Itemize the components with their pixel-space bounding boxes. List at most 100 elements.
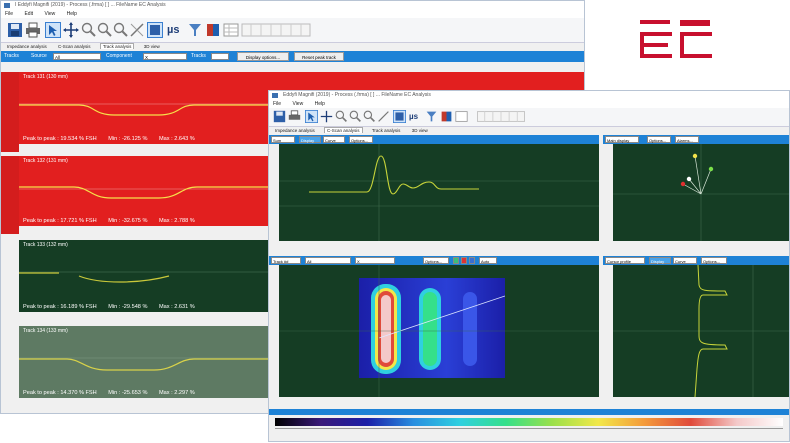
y-axis (1, 72, 19, 152)
min-value: Min : -25.653 % (108, 390, 148, 396)
tab-row: Impedance analysis C-Scan analysis Track… (1, 43, 584, 51)
peak-to-peak-value: Peak to peak : 17.721 % FSH (23, 218, 97, 224)
pointer-icon[interactable] (305, 110, 318, 123)
track-stats: Peak to peak : 19.534 % FSH Min : -26.12… (23, 136, 205, 142)
menu-view[interactable]: View (292, 101, 304, 107)
layout-icon[interactable] (393, 110, 406, 123)
options-button[interactable]: Options... (647, 136, 671, 143)
curve-select[interactable]: Curve (673, 257, 697, 264)
main-toolbar: µs (269, 108, 789, 127)
measure-icon[interactable] (129, 22, 145, 38)
zoom-fit-icon[interactable] (363, 110, 376, 123)
zoom-in-icon[interactable] (81, 22, 97, 38)
tab-3d-view[interactable]: 3D view (143, 44, 160, 49)
component-select[interactable]: X (355, 257, 395, 264)
menu-edit[interactable]: Edit (24, 11, 34, 17)
cursor-profile-panel: Cursor profile Display Curve Options... (603, 256, 789, 406)
table-icon[interactable] (223, 22, 239, 38)
zoom-fit-icon[interactable] (113, 22, 129, 38)
tab-cscan[interactable]: C-Scan analysis (58, 44, 91, 49)
strip-chart-panel: Sum Display Curve Options... (269, 135, 599, 250)
table-icon[interactable] (455, 110, 468, 123)
palette-green-button[interactable] (453, 257, 459, 264)
y-axis (603, 144, 613, 250)
zoom-in-icon[interactable] (335, 110, 348, 123)
track-options-strip: Tracks Source All Component X Tracks Dis… (1, 51, 584, 62)
cursor-profile-select[interactable]: Cursor profile (605, 257, 645, 264)
component-select[interactable]: X (143, 53, 187, 60)
options-button[interactable]: Options... (423, 257, 449, 264)
curve-select[interactable]: Curve (323, 136, 345, 143)
cursor-profile-plot (613, 265, 789, 397)
window-title-bar: Eddyfi Magnifi (2019) - Process (.frma) … (269, 91, 789, 100)
track-select[interactable]: Track ## (271, 257, 301, 264)
source-label: Source (31, 53, 47, 59)
panel-header: Sum Display Curve Options... (269, 135, 599, 144)
component-label: Component (106, 53, 132, 59)
peak-to-peak-value: Peak to peak : 19.534 % FSH (23, 136, 97, 142)
palette-icon[interactable] (440, 110, 453, 123)
source-select[interactable]: All (305, 257, 351, 264)
microsecond-icon[interactable]: µs (409, 112, 419, 121)
grid-icon[interactable] (241, 22, 311, 38)
menu-view[interactable]: View (44, 11, 56, 17)
save-icon[interactable] (273, 110, 286, 123)
tab-3d-view[interactable]: 3D view (411, 128, 428, 133)
microsecond-icon[interactable]: µs (167, 24, 180, 36)
min-value: Min : -29.548 % (108, 304, 148, 310)
menu-help[interactable]: Help (66, 11, 77, 17)
ec-analysis-window: Eddyfi Magnifi (2019) - Process (.frma) … (268, 90, 790, 442)
min-value: Min : -32.675 % (108, 218, 148, 224)
zoom-out-icon[interactable] (97, 22, 113, 38)
auto-button[interactable]: Auto (479, 257, 497, 264)
filter-icon[interactable] (187, 22, 203, 38)
print-icon[interactable] (25, 22, 41, 38)
options-button[interactable]: Options... (349, 136, 373, 143)
menu-bar: File View Help (269, 100, 789, 108)
palette-icon[interactable] (205, 22, 221, 38)
min-value: Min : -26.125 % (108, 136, 148, 142)
layout-icon[interactable] (147, 22, 163, 38)
filter-icon[interactable] (425, 110, 438, 123)
palette-red-button[interactable] (461, 257, 467, 264)
max-value: Max : 2.788 % (159, 218, 195, 224)
panel-header: Cursor profile Display Curve Options... (603, 256, 789, 265)
measure-icon[interactable] (377, 110, 390, 123)
palette-blue-button[interactable] (469, 257, 475, 264)
save-icon[interactable] (7, 22, 23, 38)
max-value: Max : 2.631 % (159, 304, 195, 310)
colorbar-panel (269, 409, 789, 441)
menu-file[interactable]: File (273, 101, 282, 107)
max-value: Max : 2.297 % (159, 390, 195, 396)
grid-icon[interactable] (471, 110, 531, 123)
y-axis (1, 326, 19, 406)
sum-select[interactable]: Sum (271, 136, 295, 143)
move-icon[interactable] (320, 110, 333, 123)
track-title: Track 131 (130 mm) (23, 74, 68, 80)
peak-to-peak-value: Peak to peak : 16.189 % FSH (23, 304, 97, 310)
tab-row: Impedance analysis C-Scan analysis Track… (269, 127, 789, 135)
menu-file[interactable]: File (5, 11, 14, 17)
pointer-icon[interactable] (45, 22, 61, 38)
tab-track-analysis[interactable]: Track analysis (371, 128, 401, 133)
display-toggle[interactable]: Display (299, 136, 321, 143)
alarms-button[interactable]: Alarms... (675, 136, 699, 143)
zoom-out-icon[interactable] (349, 110, 362, 123)
move-icon[interactable] (63, 22, 79, 38)
main-display-select[interactable]: Main display (605, 136, 639, 143)
tab-track-analysis[interactable]: Track analysis (99, 43, 135, 49)
display-options-button[interactable]: Display options... (237, 52, 289, 61)
tab-cscan[interactable]: C-Scan analysis (324, 127, 363, 133)
menu-help[interactable]: Help (314, 101, 325, 107)
strip-chart-plot (279, 144, 599, 241)
tab-impedance[interactable]: Impedance analysis (275, 128, 315, 133)
max-value: Max : 2.643 % (159, 136, 195, 142)
reset-peak-track-button[interactable]: Reset peak track (294, 52, 344, 61)
options-button[interactable]: Options... (701, 257, 727, 264)
window-title-bar: I Eddyfi Magnifi (2019) - Process (.frma… (1, 1, 584, 10)
print-icon[interactable] (288, 110, 301, 123)
tab-impedance[interactable]: Impedance analysis (7, 44, 47, 49)
source-select[interactable]: All (53, 53, 101, 60)
display-toggle[interactable]: Display (649, 257, 671, 264)
tracks-select[interactable] (211, 53, 229, 60)
